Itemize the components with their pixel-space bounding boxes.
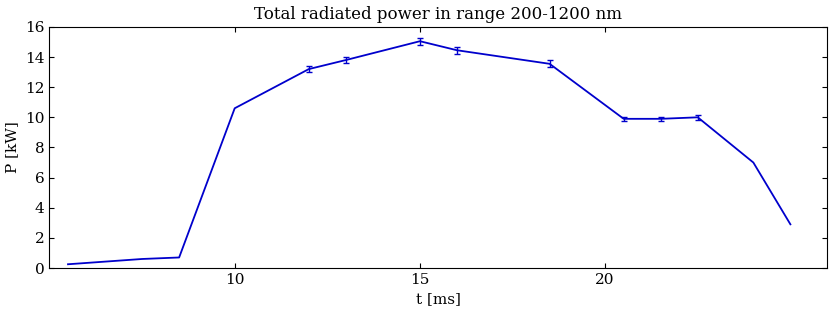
X-axis label: t [ms]: t [ms] (416, 292, 461, 306)
Y-axis label: P [kW]: P [kW] (6, 122, 19, 173)
Title: Total radiated power in range 200-1200 nm: Total radiated power in range 200-1200 n… (254, 6, 622, 22)
